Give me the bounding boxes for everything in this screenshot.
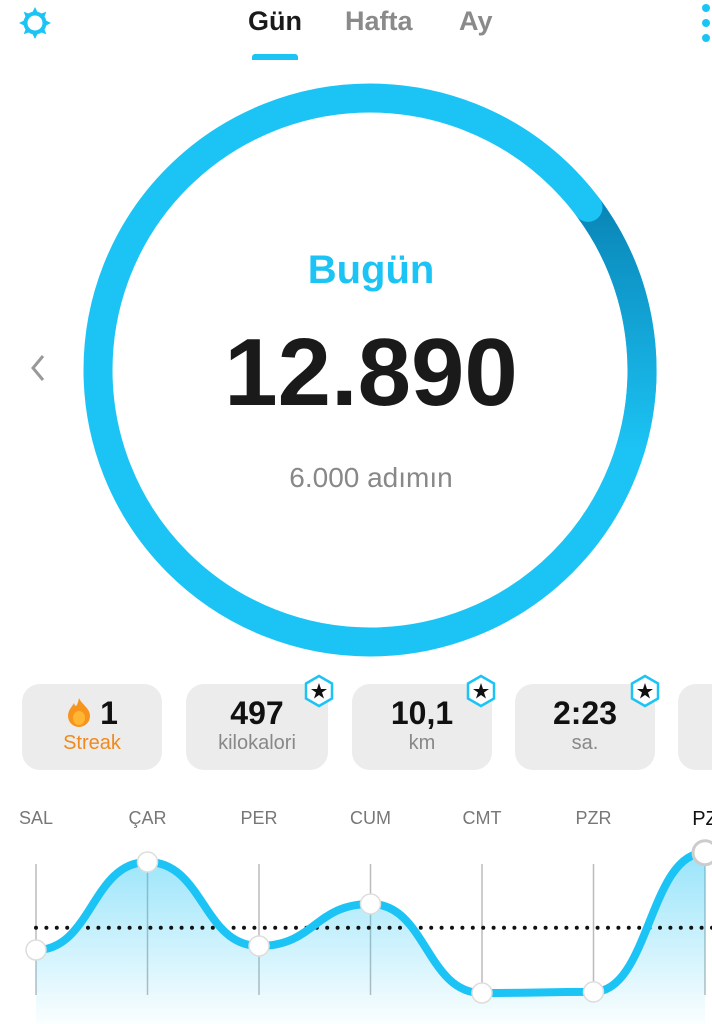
tab-day[interactable]: Gün	[248, 6, 302, 36]
stat-more[interactable]	[678, 684, 712, 770]
calories-value: 497	[230, 695, 284, 731]
step-count: 12.890	[224, 319, 518, 426]
day-label[interactable]: CMT	[462, 808, 502, 828]
stat-calories[interactable]: 497 kilokalori	[186, 684, 328, 770]
sun-gear-icon	[19, 7, 51, 39]
star-badge-icon	[466, 674, 496, 708]
weekly-steps-chart	[25, 839, 712, 1024]
day-label[interactable]: SAL	[18, 808, 54, 828]
day-label[interactable]: CUM	[350, 808, 391, 828]
star-badge-icon	[630, 674, 660, 708]
day-label[interactable]: PER	[240, 808, 278, 828]
data-point[interactable]	[582, 981, 605, 1003]
day-label[interactable]: ÇAR	[128, 808, 167, 828]
prev-day-button[interactable]	[24, 350, 52, 386]
day-label[interactable]: PZR	[575, 808, 612, 828]
data-point[interactable]	[248, 935, 270, 957]
data-point[interactable]	[471, 982, 493, 1004]
progress-ring	[83, 83, 657, 657]
more-vertical-icon	[702, 4, 710, 42]
calories-label: kilokalori	[218, 732, 296, 754]
settings-button[interactable]	[18, 6, 52, 40]
active-tab-indicator	[252, 54, 298, 60]
stat-streak[interactable]: 1 Streak	[22, 684, 162, 770]
duration-label: sa.	[571, 732, 599, 754]
tab-week[interactable]: Hafta	[345, 6, 413, 36]
day-label[interactable]: PZ	[692, 808, 712, 830]
data-point[interactable]	[359, 893, 382, 915]
ring-title: Bugün	[307, 248, 435, 292]
goal-text: 6.000 adımın	[289, 462, 453, 493]
star-badge-icon	[304, 674, 334, 708]
distance-label: km	[408, 732, 436, 754]
ring-overlap-arc	[576, 198, 657, 458]
flame-icon	[68, 698, 91, 727]
area-fill	[36, 852, 705, 1024]
ring-cap	[573, 192, 603, 222]
duration-value: 2:23	[552, 695, 618, 731]
chevron-left-icon	[31, 355, 45, 381]
data-point[interactable]	[25, 939, 47, 961]
streak-value: 1	[100, 695, 118, 731]
more-menu-button[interactable]	[700, 4, 712, 42]
data-point[interactable]	[136, 851, 159, 873]
tab-month[interactable]: Ay	[459, 6, 493, 36]
streak-label: Streak	[63, 732, 121, 754]
distance-value: 10,1	[390, 695, 454, 731]
data-point[interactable]	[691, 839, 712, 867]
